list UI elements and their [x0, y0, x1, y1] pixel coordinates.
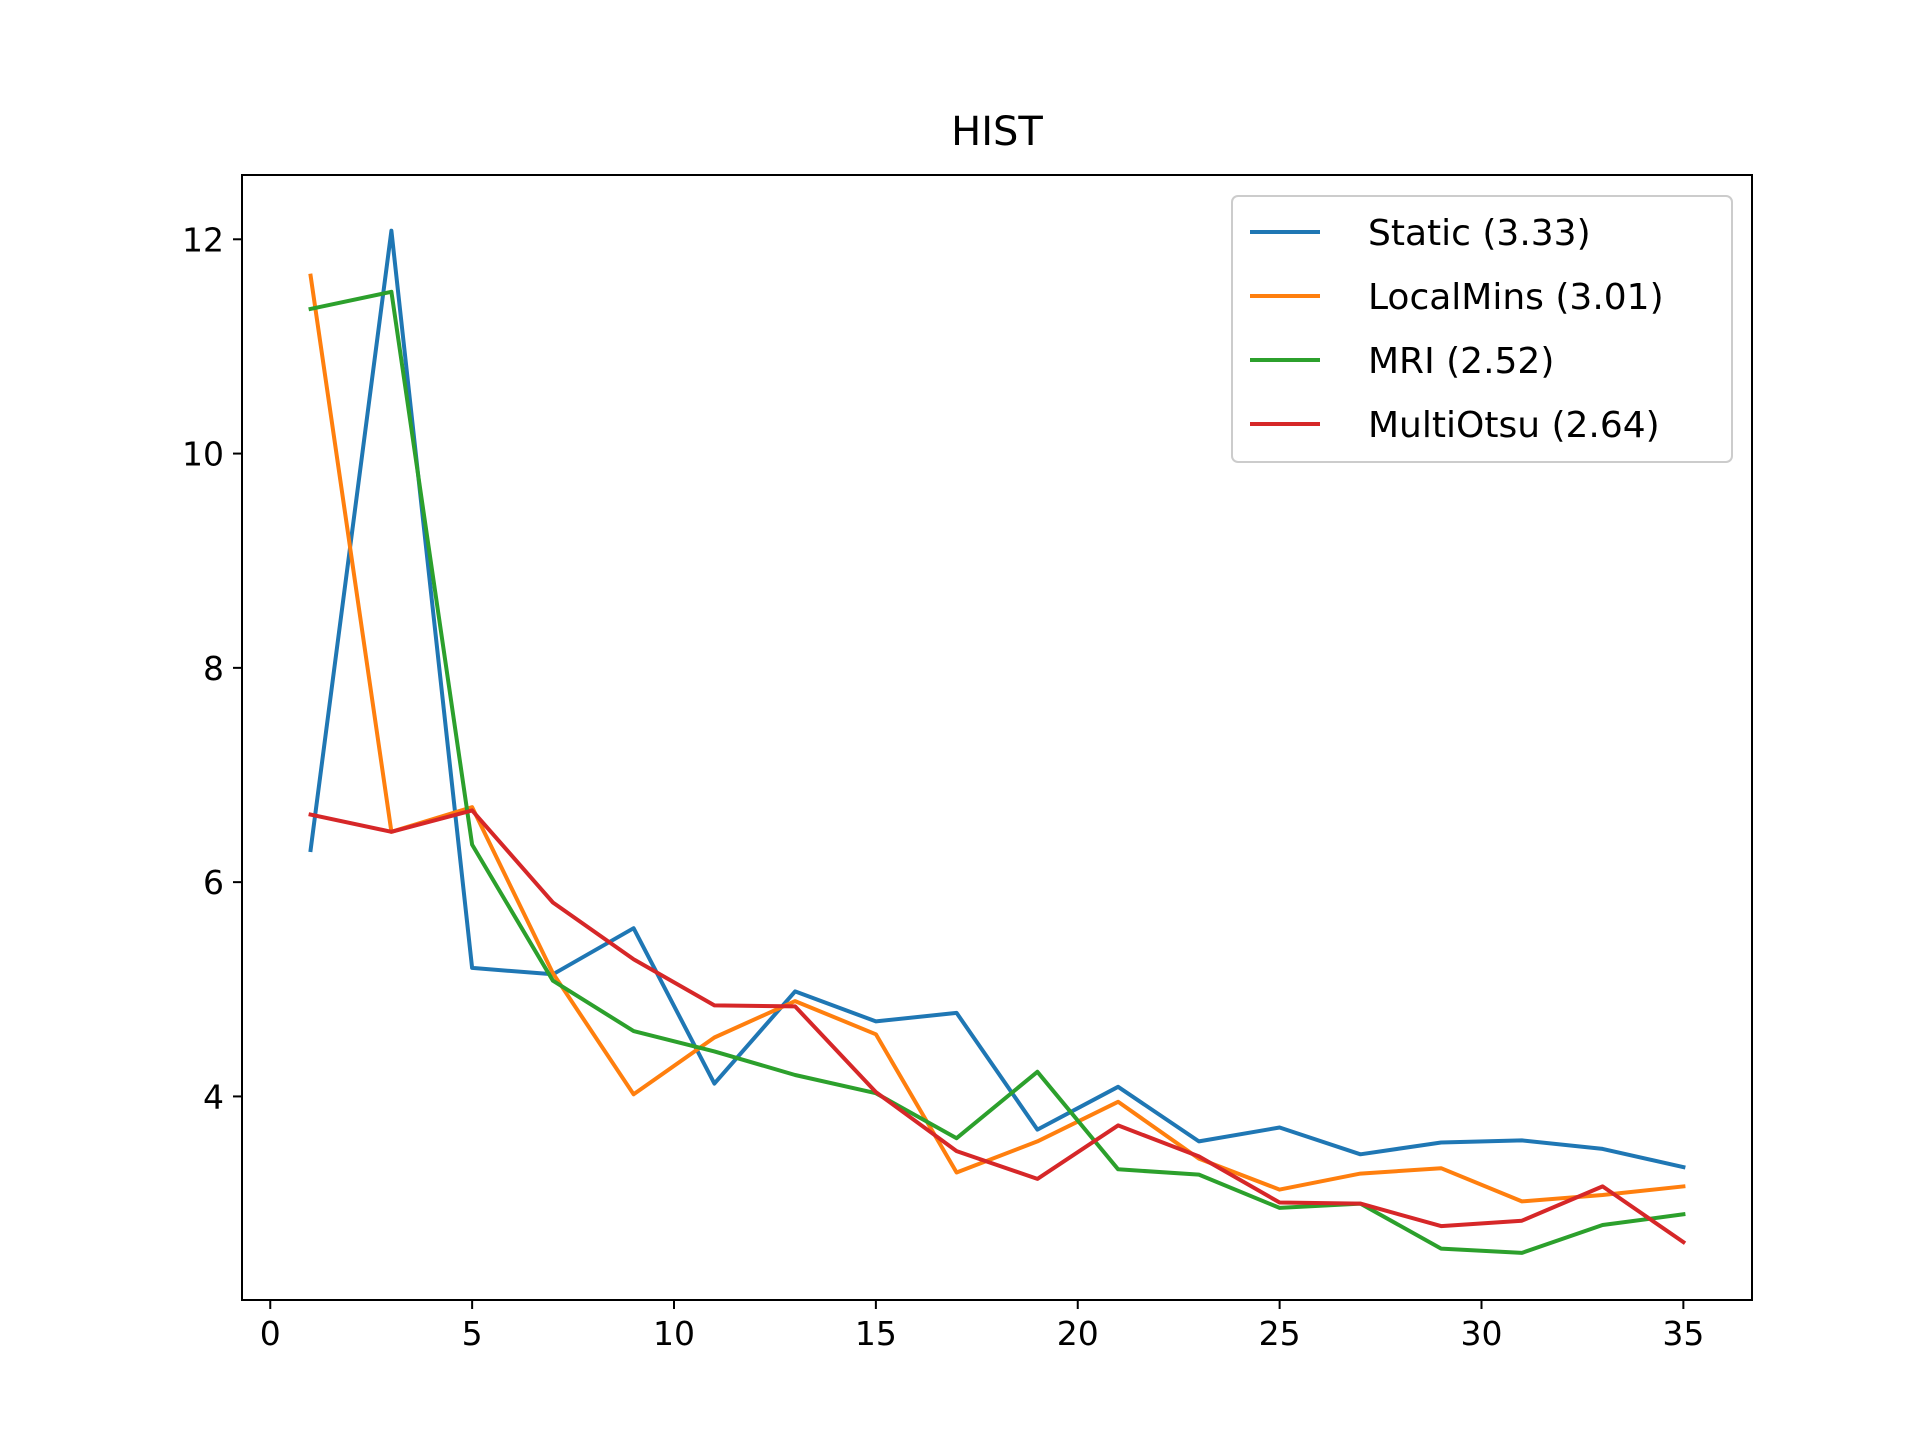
- legend-label: MultiOtsu (2.64): [1368, 405, 1660, 446]
- series-lines: [308, 228, 1687, 1255]
- series-line-1: [308, 228, 1686, 1170]
- y-tick-label: 8: [203, 649, 224, 688]
- y-axis: 4 6 8 10 12: [182, 220, 242, 1116]
- x-tick-label: 10: [653, 1314, 695, 1353]
- legend: Static (3.33) LocalMins (3.01) MRI (2.52) M…: [1231, 195, 1733, 463]
- y-tick-label: 6: [203, 863, 224, 902]
- x-tick-label: 25: [1259, 1314, 1301, 1353]
- legend-label: LocalMins (3.01): [1368, 277, 1664, 318]
- plot-area-frame: [241, 174, 1753, 1301]
- x-tick-label: 0: [260, 1314, 281, 1353]
- legend-box: [1231, 195, 1733, 463]
- x-tick-label: 35: [1662, 1314, 1704, 1353]
- y-tick-label: 4: [203, 1077, 224, 1116]
- series-line-3: [308, 289, 1686, 1255]
- x-tick-label: 30: [1460, 1314, 1502, 1353]
- legend-label: Static (3.33): [1368, 213, 1591, 254]
- y-tick-label: 10: [182, 435, 224, 474]
- series-line-2: [308, 273, 1686, 1204]
- x-axis: 0 5 10 15 20 25 30 35: [260, 1300, 1704, 1353]
- legend-label: MRI (2.52): [1368, 341, 1554, 382]
- chart-title: HIST: [951, 109, 1043, 155]
- x-tick-label: 5: [462, 1314, 483, 1353]
- x-tick-label: 20: [1057, 1314, 1099, 1353]
- x-tick-label: 15: [855, 1314, 897, 1353]
- series-line-4: [308, 808, 1687, 1245]
- y-tick-label: 12: [182, 220, 224, 259]
